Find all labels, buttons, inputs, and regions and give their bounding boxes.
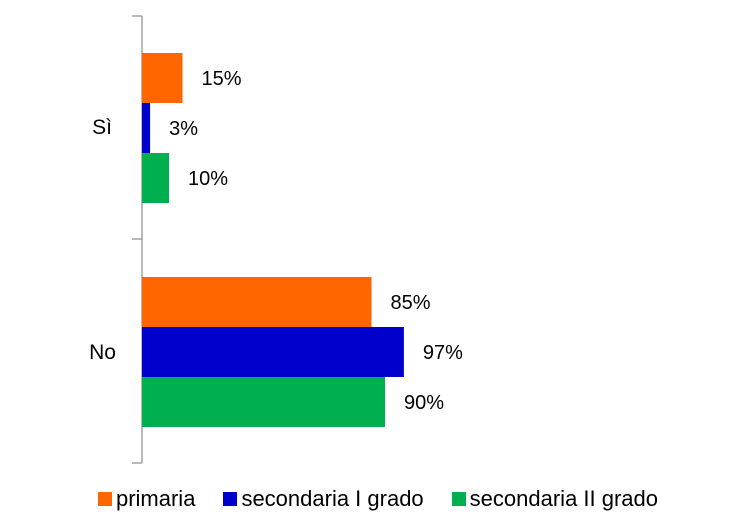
data-label-s-secondaria-i-grado: 3% (169, 118, 198, 140)
legend: primaria secondaria I grado secondaria I… (0, 484, 756, 514)
data-label-no-secondaria-ii-grado: 90% (404, 392, 444, 414)
bar-no-primaria (142, 277, 372, 327)
category-label-si: Sì (92, 116, 112, 139)
legend-item-secondaria-ii-grado: secondaria II grado (451, 486, 659, 512)
legend-swatch-secondaria-i-grado (223, 492, 238, 506)
legend-label-secondaria-i-grado: secondaria I grado (241, 486, 424, 511)
bar-no-secondaria-ii-grado (142, 377, 385, 427)
data-label-no-secondaria-i-grado: 97% (423, 342, 463, 364)
data-label-no-primaria: 85% (391, 292, 431, 314)
bar-s-primaria (142, 53, 183, 103)
bar-s-secondaria-ii-grado (142, 153, 169, 203)
legend-label-secondaria-ii-grado: secondaria II grado (469, 486, 659, 511)
category-label-no: No (89, 341, 116, 364)
bar-s-secondaria-i-grado (142, 103, 151, 153)
bar-no-secondaria-i-grado (142, 327, 404, 377)
data-label-s-secondaria-ii-grado: 10% (188, 168, 228, 190)
data-label-s-primaria: 15% (202, 68, 242, 90)
legend-label-primaria: primaria (115, 486, 196, 511)
legend-item-primaria: primaria (97, 486, 196, 512)
legend-item-secondaria-i-grado: secondaria I grado (223, 486, 424, 512)
legend-swatch-secondaria-ii-grado (451, 492, 466, 506)
bars-group: 15% 3% 10% 85% 97% 90% (142, 53, 463, 427)
legend-swatch-primaria (97, 492, 112, 506)
